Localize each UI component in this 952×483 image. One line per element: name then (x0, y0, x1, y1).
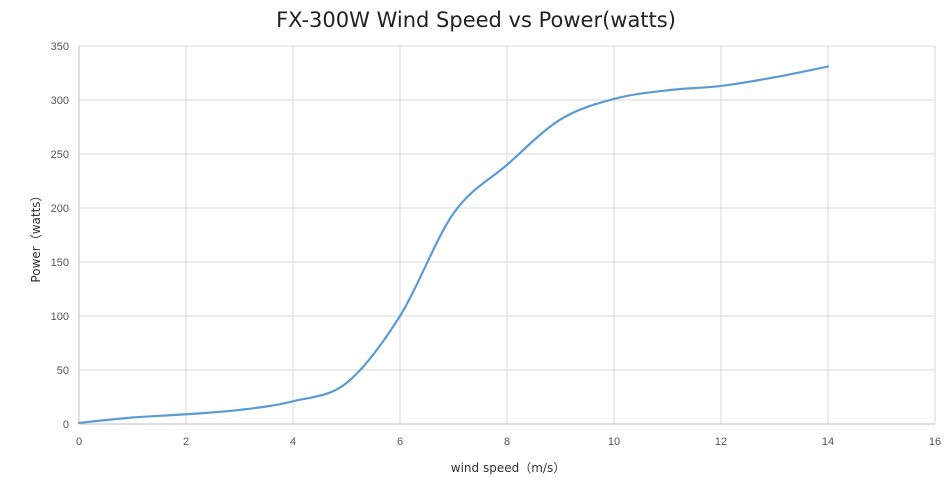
y-tick-label: 0 (63, 419, 69, 431)
x-tick-label: 12 (715, 436, 727, 448)
x-tick-label: 10 (608, 436, 620, 448)
grid (79, 45, 936, 424)
x-tick-label: 16 (929, 436, 941, 448)
y-tick-label: 200 (51, 203, 69, 215)
y-tick-label: 250 (51, 149, 69, 161)
series-line (77, 65, 830, 425)
x-tick-label: 4 (290, 436, 296, 448)
x-tick-label: 0 (76, 436, 82, 448)
y-axis-label: Power（watts） (29, 189, 43, 282)
y-tick-label: 350 (51, 41, 69, 53)
x-tick-label: 6 (397, 436, 403, 448)
axes (78, 46, 935, 425)
y-tick-label: 150 (51, 257, 69, 269)
tick-labels: 0 50 100 150 200 250 300 350 0 2 4 6 8 10 12 14 16 (51, 41, 941, 448)
series-layer (77, 65, 830, 425)
x-axis-label: wind speed（m/s） (451, 461, 565, 475)
chart-title: FX-300W Wind Speed vs Power(watts) (276, 8, 676, 32)
y-tick-label: 300 (51, 95, 69, 107)
x-tick-label: 8 (504, 436, 510, 448)
y-tick-label: 100 (51, 311, 69, 323)
x-tick-label: 14 (822, 436, 834, 448)
y-tick-label: 50 (57, 365, 69, 377)
x-tick-label: 2 (183, 436, 189, 448)
